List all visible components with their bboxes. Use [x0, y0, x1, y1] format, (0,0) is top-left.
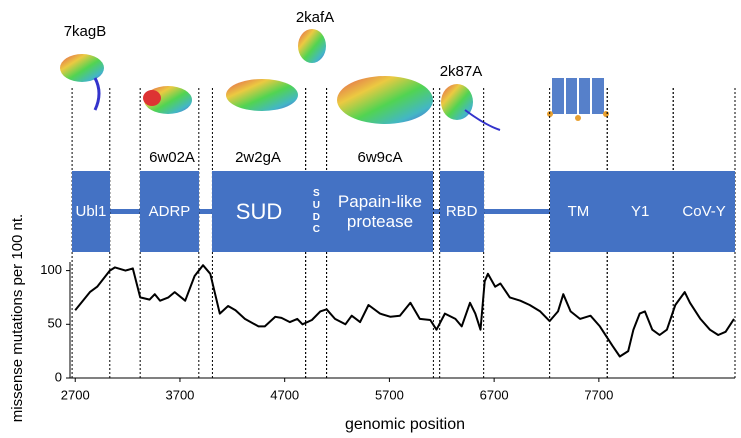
- domain-label: SUDC: [310, 187, 322, 236]
- x-tick-label: 7700: [584, 387, 613, 402]
- y-tick-label: 0: [55, 369, 62, 384]
- domain-box: CoV-Y: [673, 171, 735, 252]
- domain-box: RBD: [439, 171, 484, 252]
- y-tick-label: 50: [48, 316, 62, 331]
- structure-label: 2kafA: [296, 9, 334, 26]
- domain-label: Ubl1: [75, 202, 107, 220]
- domain-label: Papain-like protease: [337, 191, 423, 231]
- domain-box: Ubl1: [72, 171, 110, 252]
- y-tick-label: 100: [40, 262, 62, 277]
- domain-label: CoV-Y: [682, 202, 726, 220]
- structure-label: 2k87A: [440, 63, 483, 80]
- domain-label: SUD: [235, 198, 283, 224]
- x-tick-label: 5700: [375, 387, 404, 402]
- mutation-line: [74, 264, 735, 358]
- domain-label: TM: [567, 202, 590, 220]
- x-tick-label: 3700: [165, 387, 194, 402]
- x-axis-label: genomic position: [345, 416, 465, 433]
- structure-label: 6w02A: [149, 149, 195, 166]
- domain-label: RBD: [445, 202, 478, 220]
- domain-label: ADRP: [148, 202, 191, 220]
- domain-box: ADRP: [140, 171, 199, 252]
- x-tick-label: 6700: [480, 387, 509, 402]
- domain-box: Papain-like protease: [326, 171, 434, 252]
- domain-label: Y1: [631, 202, 650, 220]
- domain-box: SUD: [212, 171, 306, 252]
- structure-icons: [60, 29, 609, 131]
- structure-label: 7kagB: [64, 23, 107, 40]
- structure-label: 2w2gA: [235, 149, 281, 166]
- x-tick-label: 2700: [61, 387, 90, 402]
- domain-box: TM: [549, 171, 608, 252]
- x-tick-label: 4700: [270, 387, 299, 402]
- domain-box: Y1: [607, 171, 674, 252]
- domain-box: SUDC: [305, 171, 327, 252]
- structure-label: 6w9cA: [357, 149, 402, 166]
- y-axis-label: missense mutations per 100 nt.: [9, 214, 26, 422]
